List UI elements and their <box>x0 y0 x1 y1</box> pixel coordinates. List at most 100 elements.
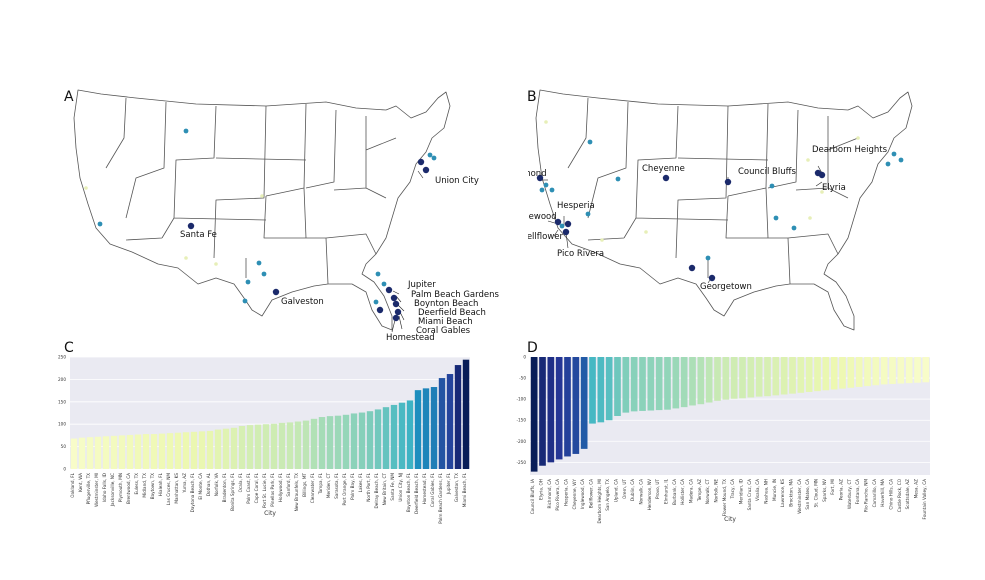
bar <box>755 357 763 397</box>
bar <box>714 357 721 401</box>
bar <box>622 357 630 413</box>
x-tick-label: Castle Rock, CO <box>897 478 902 512</box>
x-tick-label: Baytown, TX <box>150 473 155 499</box>
bar <box>110 435 118 469</box>
bar <box>764 357 771 397</box>
x-tick-label: Meridian, ID <box>739 479 744 504</box>
bar <box>462 359 470 469</box>
city-label: Dearborn Heights <box>812 145 888 155</box>
bar <box>406 400 414 469</box>
bar <box>605 357 613 421</box>
bar <box>238 425 246 469</box>
x-tick-label: Norfolk, VA <box>214 473 219 496</box>
x-tick-label: Richmond, CA <box>547 479 552 509</box>
bar <box>454 365 462 469</box>
city-marker <box>422 166 430 174</box>
bar-chart-d: 0 -50 -100 -150 -200 -250 Council Bluffs, IA El… <box>510 355 930 523</box>
x-tick-label: Las Cruces, NM <box>166 473 171 506</box>
city-marker <box>808 216 812 220</box>
x-tick-label: Bonita Springs, FL <box>230 472 235 511</box>
x-tick-label: Clearwater, FL <box>310 472 315 503</box>
x-tick-label: Coral Gables, FL <box>430 472 435 507</box>
city-label: Deerfield Beach <box>418 308 486 318</box>
city-marker <box>898 157 904 163</box>
label-leader <box>553 229 559 237</box>
bar <box>822 357 830 391</box>
y-tick-label: -200 <box>516 439 526 444</box>
city-marker <box>662 174 670 182</box>
city-marker <box>544 120 548 124</box>
city-marker <box>554 218 562 226</box>
bar <box>772 357 780 396</box>
x-tick-label: Midland, TX <box>142 473 147 498</box>
x-tick-label: Oakland, FL <box>70 472 75 497</box>
bar <box>94 436 102 469</box>
bar <box>414 390 422 469</box>
x-tick-label: Santa Cruz, CA <box>747 479 752 511</box>
x-tick-label: Hialeah, FL <box>158 472 163 496</box>
x-tick-label: Westminster, MI <box>94 473 99 507</box>
city-label: Palm Beach Gardens <box>411 290 499 300</box>
x-tick-label: Brockton, MA <box>789 479 794 507</box>
city-marker <box>376 306 384 314</box>
bar <box>689 357 696 406</box>
city-label: Jupiter <box>407 280 436 290</box>
bar <box>789 357 796 394</box>
bar <box>382 407 390 469</box>
y-tick-label: -150 <box>516 418 526 423</box>
x-tick-label: Deerfield Beach, FL <box>414 472 419 514</box>
x-axis-label: City <box>724 516 736 523</box>
city-marker <box>84 186 88 190</box>
us-outline <box>535 89 913 331</box>
bar <box>422 388 430 469</box>
x-tick-label: Hollywood, FL <box>278 472 283 502</box>
bar <box>286 422 294 469</box>
bar <box>190 431 198 469</box>
bar <box>142 434 150 469</box>
city-marker <box>390 294 398 302</box>
bar <box>580 357 588 449</box>
bar <box>182 432 190 469</box>
bar <box>814 357 821 392</box>
bar <box>134 434 142 469</box>
panel-letter-c: C <box>64 340 74 356</box>
x-tick-label: Jupiter, FL <box>446 472 451 495</box>
x-tick-label: Kent, WA <box>78 473 83 492</box>
x-tick-label: Henderson, NV <box>647 479 652 511</box>
x-tick-label: Rio Rancho, NM <box>864 479 869 512</box>
x-tick-label: Upland, CA <box>614 479 619 502</box>
bar <box>174 432 182 469</box>
x-tick-label: Sparks, NV <box>822 479 827 502</box>
city-marker <box>431 155 437 161</box>
city-label: Richmond <box>528 169 547 179</box>
x-tick-label: Fountain Valley, CA <box>922 479 927 520</box>
bar <box>630 357 638 412</box>
x-tick-label: Manhattan, KS <box>174 473 179 504</box>
city-marker <box>773 215 779 221</box>
bar <box>889 357 896 384</box>
y-tick-label: 0 <box>63 467 66 472</box>
x-tick-label: Madera, CA <box>689 479 694 503</box>
city-marker <box>427 152 433 158</box>
city-marker <box>564 220 572 228</box>
bar <box>680 357 688 408</box>
x-tick-label: Inglewood, CA <box>580 479 585 509</box>
y-tick-label: 100 <box>58 422 66 427</box>
city-marker <box>183 128 189 134</box>
x-tick-label: San Mateo, CA <box>805 479 810 510</box>
city-marker <box>214 262 218 266</box>
x-tick-label: Plymouth, MN <box>118 473 123 502</box>
bar <box>614 357 621 416</box>
bar <box>270 423 278 469</box>
bar <box>530 357 538 472</box>
x-tick-label: Chino Hills, CA <box>889 479 894 510</box>
city-marker <box>587 139 593 145</box>
bar <box>564 357 571 457</box>
bar <box>572 357 580 454</box>
x-tick-label: Elmhurst, IL <box>664 478 669 504</box>
y-tick-label: 150 <box>58 399 66 404</box>
bar <box>262 424 270 469</box>
bar <box>446 374 454 469</box>
x-tick-label: Norwalk, CT <box>705 479 710 505</box>
x-tick-label: Pflugerville, TX <box>86 473 91 505</box>
